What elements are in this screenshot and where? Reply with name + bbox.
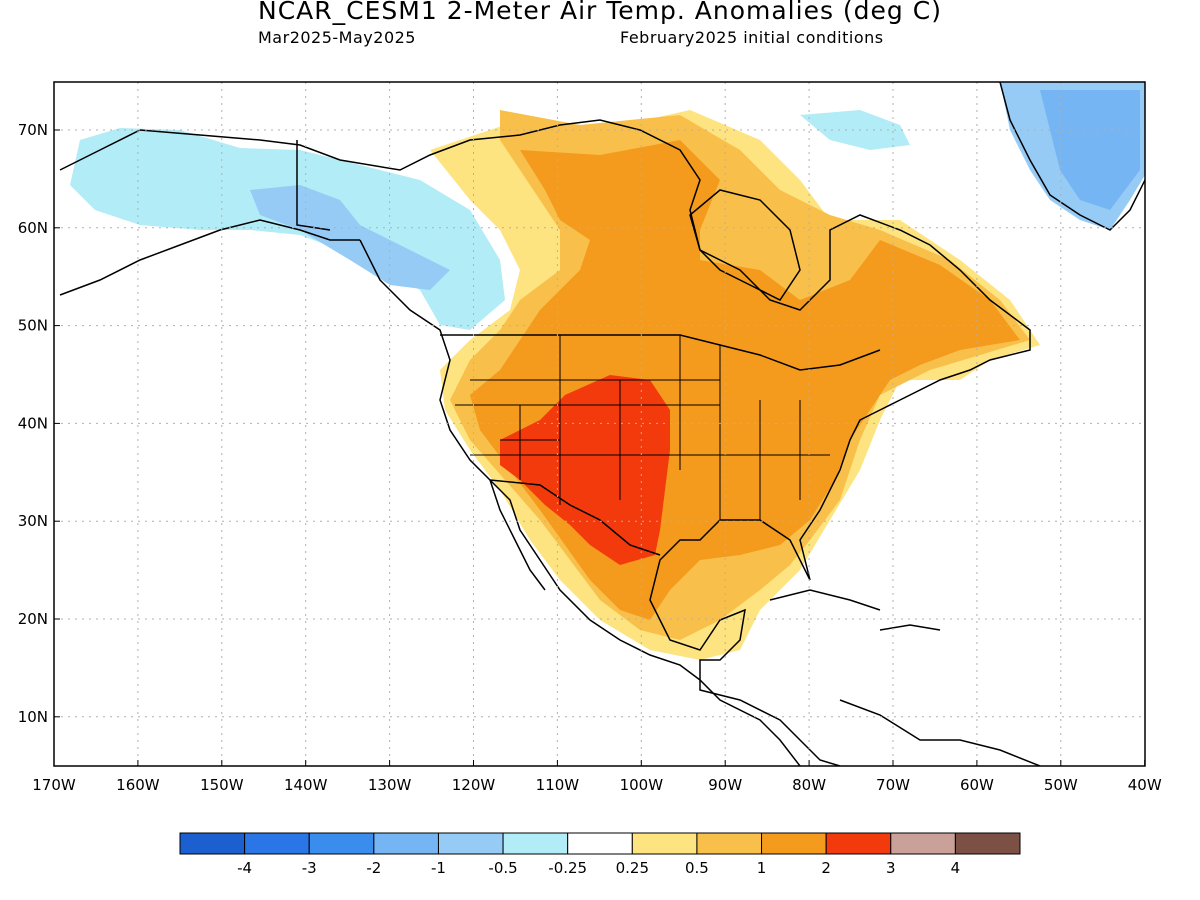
colorbar-swatch — [437, 832, 504, 855]
lon-label: 170W — [32, 776, 76, 794]
lon-label: 120W — [452, 776, 496, 794]
hudson-bay — [689, 189, 801, 301]
lat-label: 40N — [18, 414, 48, 432]
colorbar-label: 0.25 — [616, 859, 649, 877]
lat-label: 30N — [18, 512, 48, 530]
lon-label: 90W — [708, 776, 742, 794]
caribbean-islands — [769, 589, 1041, 766]
alaska-south-coast — [59, 219, 360, 296]
north-america-coast — [59, 119, 1031, 766]
colorbar-swatch — [308, 832, 375, 855]
lon-label: 100W — [620, 776, 664, 794]
lon-label: 70W — [876, 776, 910, 794]
colorbar-swatch — [179, 832, 246, 855]
colorbar-label: 0.5 — [685, 859, 709, 877]
colorbar-label: -1 — [431, 859, 446, 877]
lon-label: 130W — [368, 776, 412, 794]
greenland-cool-core — [1040, 90, 1140, 210]
alaska-cool-core — [250, 185, 450, 290]
lon-label: 50W — [1044, 776, 1078, 794]
lon-label: 40W — [1128, 776, 1162, 794]
greenland-coast — [999, 82, 1145, 231]
plot-frame — [53, 81, 1146, 767]
baja-peninsula — [489, 479, 546, 591]
map-field — [70, 82, 1145, 660]
lon-label: 140W — [284, 776, 328, 794]
lat-label: 70N — [18, 121, 48, 139]
colorbar-swatch — [954, 832, 1021, 855]
period-subtitle: Mar2025-May2025 — [258, 28, 416, 47]
lon-label: 110W — [536, 776, 580, 794]
init-conditions-subtitle: February2025 initial conditions — [620, 28, 884, 47]
colorbar-swatch — [244, 832, 310, 855]
colorbar-swatch — [502, 832, 569, 855]
colorbar-swatch — [567, 832, 633, 855]
latitude-labels: 70N 60N 50N 40N 30N 20N 10N — [18, 121, 60, 726]
colorbar-label: 1 — [757, 859, 767, 877]
us-state-lines — [455, 335, 830, 520]
arctic-cool-anomaly — [800, 110, 910, 150]
colorbar-labels: -4 -3 -2 -1 -0.5 -0.25 0.25 0.5 1 2 3 4 — [237, 859, 960, 877]
colorbar — [179, 832, 1021, 855]
lat-label: 20N — [18, 610, 48, 628]
longitude-labels: 170W 160W 150W 140W 130W 120W 110W 100W 90W 80W 70… — [32, 760, 1162, 794]
colorbar-label: 3 — [886, 859, 896, 877]
coastlines — [59, 82, 1145, 766]
west-coast — [359, 239, 801, 766]
us-canada-border — [440, 334, 881, 371]
us-mexico-border — [489, 479, 661, 556]
alaska-border — [296, 140, 331, 231]
colorbar-swatch — [825, 832, 892, 855]
lat-label: 50N — [18, 317, 48, 335]
colorbar-swatch — [761, 832, 827, 855]
lon-label: 60W — [960, 776, 994, 794]
colorbar-swatch — [696, 832, 763, 855]
alaska-cool-anomaly — [70, 128, 505, 330]
colorbar-label: -0.5 — [488, 859, 517, 877]
lat-label: 60N — [18, 219, 48, 237]
colorbar-swatch — [890, 832, 956, 855]
lon-label: 150W — [200, 776, 244, 794]
map-title: NCAR_CESM1 2-Meter Air Temp. Anomalies (… — [258, 0, 942, 25]
colorbar-label: 2 — [821, 859, 831, 877]
colorbar-swatch — [373, 832, 439, 855]
colorbar-label: -0.25 — [548, 859, 587, 877]
colorbar-label: -4 — [237, 859, 252, 877]
colorbar-label: 4 — [951, 859, 961, 877]
colorbar-label: -3 — [302, 859, 317, 877]
lon-label: 80W — [792, 776, 826, 794]
southwest-hot-core — [500, 375, 670, 565]
gridlines — [54, 82, 1145, 766]
colorbar-swatch — [631, 832, 698, 855]
lon-label: 160W — [116, 776, 160, 794]
lat-label: 10N — [18, 708, 48, 726]
colorbar-label: -2 — [366, 859, 381, 877]
